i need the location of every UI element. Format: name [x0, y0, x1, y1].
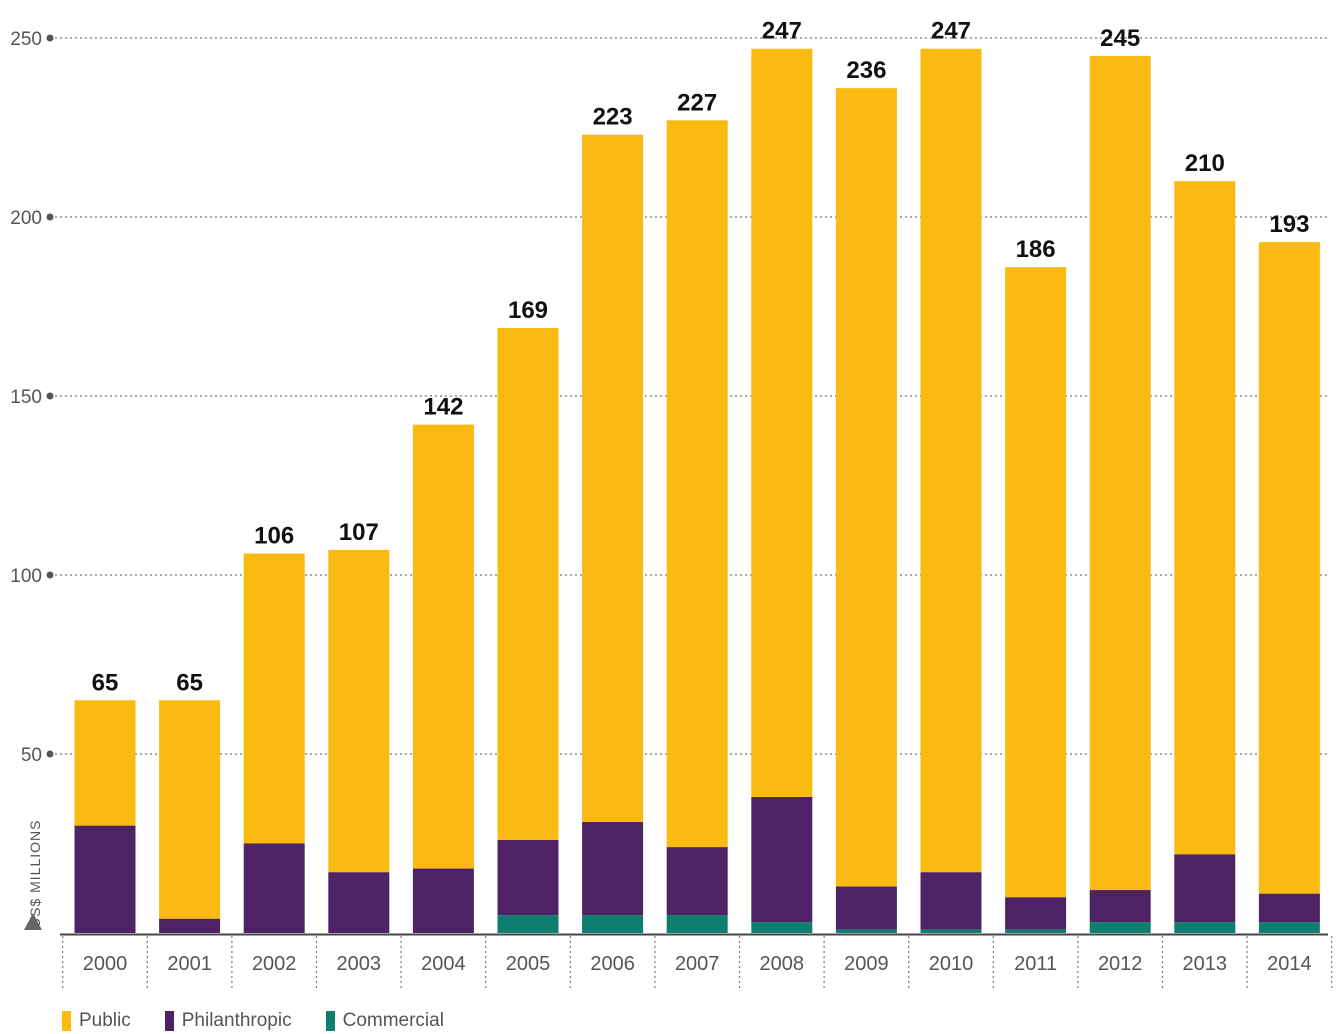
bar-public-2011: [1005, 267, 1067, 898]
bar-philanthropic-2013: [1174, 854, 1236, 923]
bar-public-2002: [243, 553, 305, 844]
bar-commercial-2006: [582, 915, 644, 933]
bar-philanthropic-2004: [412, 868, 474, 933]
total-label-2012: 245: [1100, 25, 1140, 52]
bar-commercial-2014: [1258, 922, 1320, 933]
y-tick-label: 100: [10, 566, 42, 587]
bar-public-2004: [412, 424, 474, 869]
x-tick-label: 2008: [760, 953, 805, 975]
y-tick-dot: [46, 392, 54, 400]
x-tick-label: 2004: [421, 953, 466, 975]
bar-philanthropic-2001: [159, 918, 221, 933]
total-label-2007: 227: [677, 89, 717, 116]
y-axis: 50 100 150 200 250 US$ MILLIONS: [10, 29, 54, 930]
y-tick-dot: [46, 34, 54, 42]
bar-public-2008: [751, 48, 813, 797]
legend-item-commercial: Commercial: [325, 1010, 444, 1032]
x-tick-label: 2010: [929, 953, 974, 975]
total-label-2003: 107: [339, 519, 379, 546]
bar-philanthropic-2006: [582, 822, 644, 916]
x-tick-label: 2011: [1014, 953, 1057, 975]
bar-philanthropic-2003: [328, 872, 390, 933]
total-label-2014: 193: [1269, 211, 1309, 238]
total-labels: 65 65 106 107 142 169 223 227 247 236 247 186 245 210…: [92, 18, 1310, 697]
y-tick-label: 50: [21, 745, 42, 766]
legend: Public Philanthropic Commercial: [62, 1010, 444, 1032]
bar-public-2003: [328, 549, 390, 873]
bar-public-2006: [582, 134, 644, 823]
bar-philanthropic-2007: [666, 847, 728, 916]
x-tick-label: 2002: [252, 953, 297, 975]
bar-philanthropic-2008: [751, 796, 813, 923]
total-label-2000: 65: [92, 669, 119, 696]
bar-commercial-2011: [1005, 929, 1067, 933]
bar-public-2014: [1258, 242, 1320, 894]
legend-swatch-commercial: [325, 1011, 335, 1031]
bar-philanthropic-2012: [1089, 890, 1151, 923]
y-axis-triangle-icon: [24, 913, 42, 930]
x-tick-label: 2014: [1267, 953, 1312, 975]
legend-label-commercial: Commercial: [342, 1010, 444, 1031]
bar-philanthropic-2000: [74, 825, 136, 933]
bar-philanthropic-2002: [243, 843, 305, 933]
bars: [74, 48, 1320, 933]
x-tick-label: 2000: [83, 953, 128, 975]
x-tick-label: 2006: [590, 953, 635, 975]
total-label-2006: 223: [593, 104, 633, 131]
y-tick-label: 250: [10, 29, 42, 50]
bar-commercial-2008: [751, 922, 813, 933]
legend-label-philanthropic: Philanthropic: [181, 1010, 292, 1031]
total-label-2001: 65: [176, 669, 203, 696]
y-tick-label: 200: [10, 208, 42, 229]
x-tick-label: 2009: [844, 953, 889, 975]
x-tick-label: 2001: [167, 953, 212, 975]
total-label-2008: 247: [762, 18, 802, 45]
bar-commercial-2009: [835, 929, 897, 933]
y-tick-dot: [46, 750, 54, 758]
bar-public-2012: [1089, 55, 1151, 891]
total-label-2010: 247: [931, 18, 971, 45]
bar-public-2009: [835, 88, 897, 887]
x-tick-label: 2005: [506, 953, 551, 975]
y-tick-label: 150: [10, 387, 42, 408]
bar-commercial-2010: [920, 929, 982, 933]
bar-commercial-2012: [1089, 922, 1151, 933]
y-tick-dot: [46, 213, 54, 221]
bar-public-2001: [159, 700, 221, 919]
bar-philanthropic-2005: [497, 839, 559, 916]
legend-swatch-philanthropic: [164, 1011, 174, 1031]
bar-public-2013: [1174, 181, 1236, 855]
x-tick-label: 2007: [675, 953, 720, 975]
bar-public-2010: [920, 48, 982, 873]
total-label-2004: 142: [423, 394, 463, 421]
y-tick-dot: [46, 571, 54, 579]
bar-philanthropic-2014: [1258, 893, 1320, 923]
y-axis-title: US$ MILLIONS: [27, 820, 43, 928]
bar-public-2005: [497, 327, 559, 840]
legend-swatch-public: [62, 1011, 71, 1031]
total-label-2011: 186: [1016, 236, 1056, 263]
x-tick-label: 2003: [337, 953, 382, 975]
bar-philanthropic-2010: [920, 872, 982, 930]
x-tick-label: 2013: [1183, 953, 1228, 975]
total-label-2009: 236: [846, 57, 886, 84]
total-label-2013: 210: [1185, 150, 1225, 177]
bar-commercial-2007: [666, 915, 728, 933]
bar-philanthropic-2009: [835, 886, 897, 930]
legend-label-public: Public: [79, 1010, 131, 1031]
bar-philanthropic-2011: [1005, 897, 1067, 930]
total-label-2002: 106: [254, 523, 294, 550]
bar-public-2007: [666, 120, 728, 848]
x-tick-label: 2012: [1098, 953, 1143, 975]
stacked-bar-chart: 65 65 106 107 142 169 223 227 247 236 247 186 245 210…: [10, 18, 1333, 990]
legend-item-public: Public: [62, 1010, 131, 1032]
total-label-2005: 169: [508, 297, 548, 324]
x-axis: 2000 2001 2002 2003 2004 2005 2006 2007 2008 2009…: [60, 933, 1333, 990]
bar-commercial-2005: [497, 915, 559, 933]
bar-commercial-2013: [1174, 922, 1236, 933]
legend-item-philanthropic: Philanthropic: [164, 1010, 292, 1032]
bar-public-2000: [74, 700, 136, 826]
